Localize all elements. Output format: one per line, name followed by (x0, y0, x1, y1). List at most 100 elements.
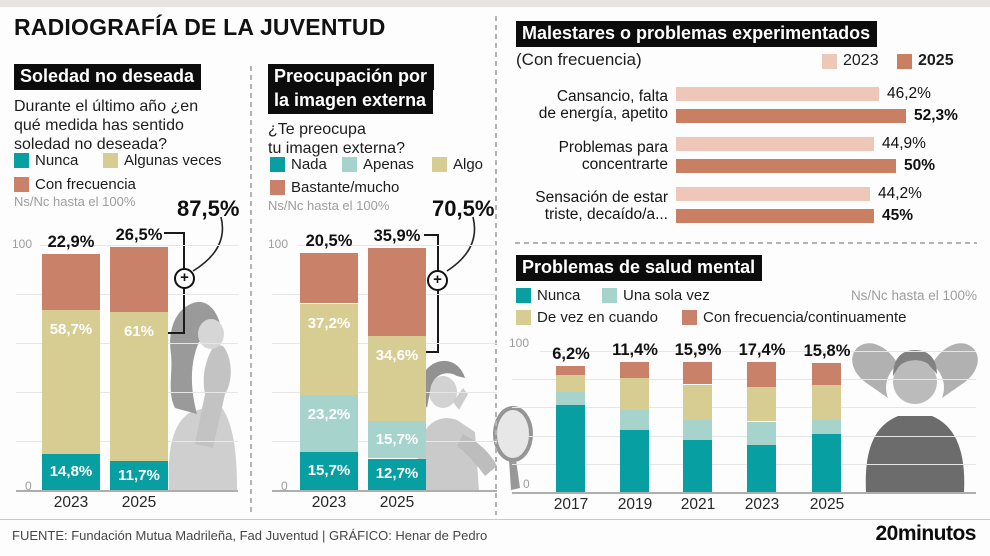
bar-segment-nunca (683, 440, 712, 492)
photo-girl-body (168, 404, 237, 490)
photo-girl-sad (168, 301, 237, 490)
hbar-value-label: 50% (904, 157, 936, 174)
legend-item-nunca: Nunca (14, 152, 78, 169)
swatch-dark-salmon-icon (897, 53, 912, 69)
bar-total-label: 22,9% (47, 233, 95, 251)
bar-total-label: 15,9% (674, 341, 722, 359)
legend-item-de-vez-en-cuando: De vez en cuando (516, 309, 658, 326)
legend-item-nunca: Nunca (516, 287, 580, 304)
legend-item-una-sola-vez: Una sola vez (602, 287, 710, 304)
swatch-salmon-icon (682, 310, 697, 325)
gridline (512, 464, 976, 465)
hbar-2025 (676, 159, 896, 173)
page-title: RADIOGRAFÍA DE LA JUVENTUD (14, 14, 386, 40)
bar-segment-de-vez-en-cuando (556, 375, 585, 392)
bar-segment-algo (368, 336, 426, 421)
legend-item-algunas-veces: Algunas veces (103, 152, 222, 169)
swatch-khaki-icon (516, 310, 531, 325)
legend-label: Algunas veces (124, 152, 222, 169)
bar-segment-label: 15,7% (307, 462, 351, 479)
footer-rule (0, 519, 990, 520)
x-axis-year-label: 2019 (617, 496, 653, 513)
x-axis-year-label: 2017 (553, 496, 589, 513)
y-tick-label: 100 (509, 336, 530, 350)
gridline (540, 351, 976, 352)
axis-baseline (16, 490, 238, 492)
section-header-malestares: Malestares o problemas experimentados (516, 21, 878, 48)
bar-segment-nunca (620, 430, 649, 492)
question-line: Durante el último año ¿en (14, 98, 199, 115)
bar-segment-apenas (368, 420, 426, 458)
callout-bracket (157, 332, 185, 334)
photo-woman-arm (457, 434, 497, 476)
hbar-value-label: 44,2% (878, 185, 922, 202)
x-axis-year-label: 2023 (311, 494, 347, 511)
legend-label: Algo (453, 156, 484, 173)
hbar-2025 (676, 109, 906, 123)
hbar-2023 (676, 137, 874, 151)
photo-girl-face (198, 319, 224, 349)
section-header-imagen-line1: Preocupación por (268, 64, 435, 91)
bar-segment-nada (368, 459, 426, 490)
hbar-value-label: 46,2% (887, 85, 931, 102)
legend-label: Nunca (537, 287, 581, 304)
hbar-category-label: Cansancio, falta (556, 88, 668, 105)
legend-label: Una sola vez (623, 287, 710, 304)
bar-segment-nunca (747, 444, 776, 492)
bar-segment-label: 11,7% (118, 467, 160, 484)
bar-segment-algunas-veces (42, 310, 100, 454)
legend-label: Bastante/mucho (291, 179, 400, 196)
ns-nc-note: Ns/Nc hasta el 100% (14, 194, 136, 209)
bar-segment-nunca (42, 454, 100, 490)
hbar-2025 (676, 209, 874, 223)
legend-item-2025: 2025 (897, 52, 954, 70)
axis-baseline (272, 490, 497, 492)
bar-total-label: 11,4% (612, 341, 658, 359)
hbar-value-label: 44,9% (882, 135, 926, 152)
y-tick-label: 0 (281, 479, 288, 493)
photo-man-left-arm (852, 343, 898, 398)
legend-item-bastante-mucho: Bastante/mucho (270, 179, 399, 196)
photo-man-right-arm (932, 343, 978, 398)
arrow-curve (446, 216, 476, 272)
gridline (512, 436, 976, 437)
bar-segment-con-frecuencia-continuamente (683, 362, 712, 384)
swatch-khaki-icon (432, 157, 447, 172)
bar-segment-con-frecuencia-continuamente (620, 362, 649, 378)
legend-item-nada: Nada (270, 156, 327, 173)
gridline (512, 379, 976, 380)
section-header-imagen-line2: la imagen externa (268, 88, 434, 115)
swatch-teal-icon (14, 153, 29, 168)
photo-girl-arm (195, 344, 231, 448)
hbar-2023 (676, 187, 870, 201)
swatch-salmon-icon (14, 177, 29, 192)
swatch-pink-icon (822, 53, 837, 69)
swatch-teal-icon (270, 157, 285, 172)
legend-label: Nunca (35, 152, 79, 169)
callout-arrow (192, 216, 224, 272)
combined-callout-soledad: 87,5% (177, 196, 240, 221)
bar-segment-label: 61% (123, 323, 155, 340)
hbar-value-label: 52,3% (914, 107, 958, 124)
brand-logo: 20minutos (875, 522, 976, 545)
bar-segment-una-sola-vez (556, 392, 585, 405)
hbar-category-label: concentrarte (581, 156, 668, 173)
plus-icon: + (174, 268, 195, 289)
question-line: soledad no deseada? (14, 136, 168, 153)
photo-man-head (893, 360, 937, 404)
hbar-2023 (676, 87, 879, 101)
bar-segment-apenas (300, 395, 358, 452)
bar-segment-una-sola-vez (812, 420, 841, 434)
swatch-teal-icon (516, 288, 531, 303)
bar-segment-una-sola-vez (683, 420, 712, 440)
photo-woman-hand (453, 388, 468, 410)
question-line: tu imagen externa? (268, 140, 405, 157)
bar-segment-label: 34,6% (375, 347, 419, 364)
x-axis-year-label: 2025 (809, 496, 845, 513)
photo-man-stressed (852, 343, 978, 492)
photo-hand-mirror (493, 406, 533, 462)
hbar-category-label: Problemas para (558, 139, 668, 156)
bar-segment-de-vez-en-cuando (747, 386, 776, 421)
bar-segment-una-sola-vez (747, 422, 776, 445)
